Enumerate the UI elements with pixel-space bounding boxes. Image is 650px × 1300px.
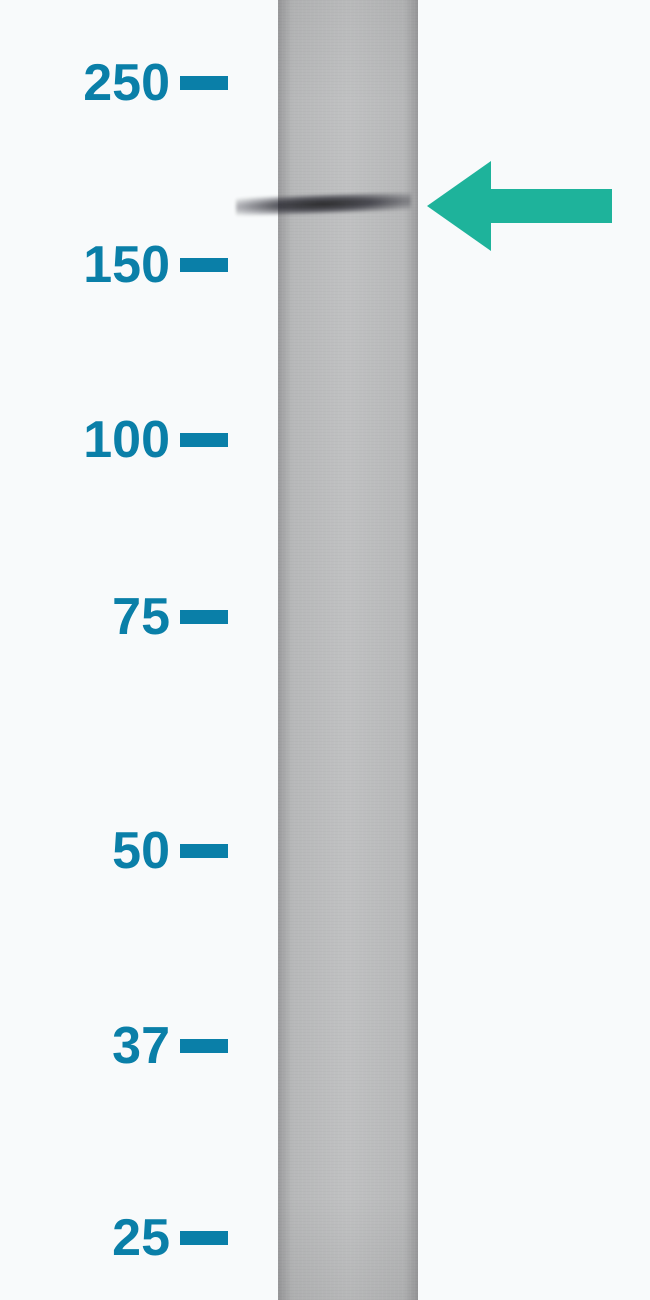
arrow-head	[427, 161, 491, 251]
western-blot-figure: 25015010075503725	[0, 0, 650, 1300]
arrow-shaft	[490, 189, 612, 223]
band-indicator-arrow	[0, 0, 650, 1300]
